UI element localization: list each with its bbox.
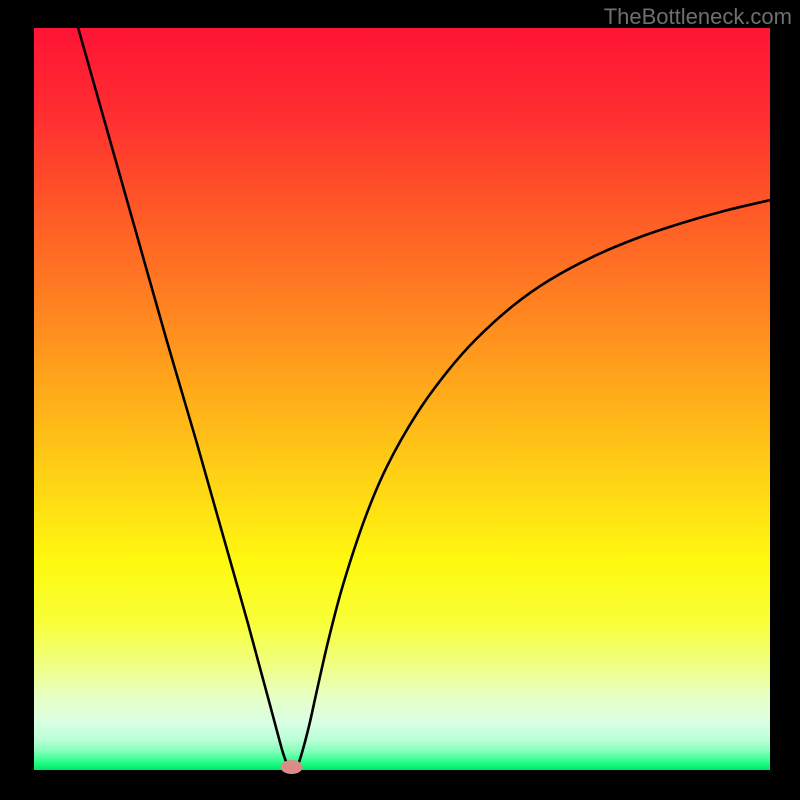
bottleneck-chart <box>0 0 800 800</box>
minimum-marker <box>281 760 303 774</box>
chart-container: { "watermark": { "text": "TheBottleneck.… <box>0 0 800 800</box>
gradient-background <box>34 28 770 770</box>
watermark-text: TheBottleneck.com <box>604 4 792 30</box>
